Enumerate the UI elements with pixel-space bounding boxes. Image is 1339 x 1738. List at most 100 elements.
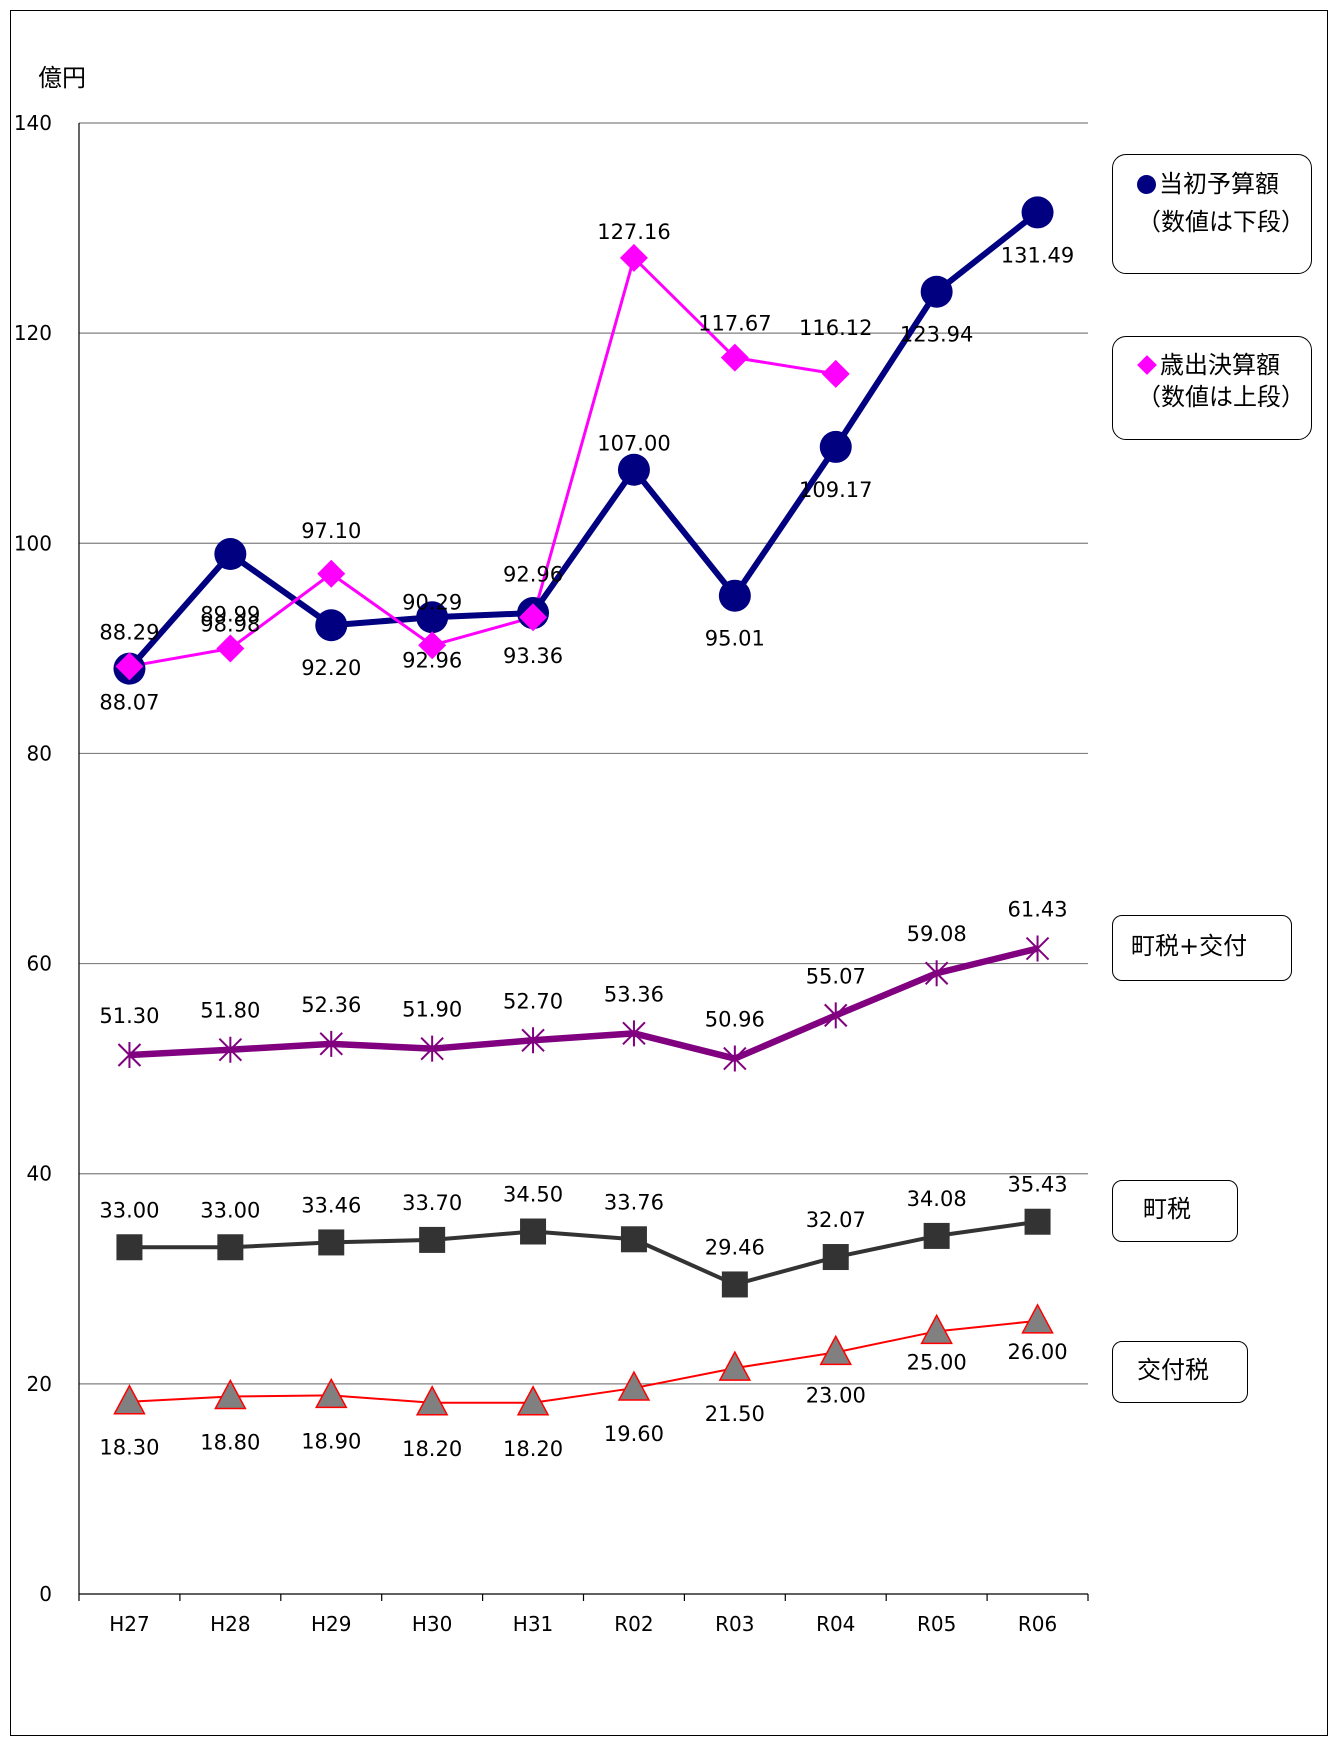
data-label-tax_plus_grant-R05: 59.08	[907, 922, 967, 946]
data-label-grant_tax-H31: 18.20	[503, 1437, 563, 1461]
data-label-tax_plus_grant-H31: 52.70	[503, 989, 563, 1013]
series-line-tax_plus_grant	[129, 945, 1039, 1062]
data-label-grant_tax-H30: 18.20	[402, 1437, 462, 1461]
data-label-grant_tax-R04: 23.00	[806, 1383, 866, 1407]
data-label-grant_tax-H28: 18.80	[200, 1430, 260, 1454]
legend-settlement-note: （数値は上段）	[1137, 383, 1305, 412]
point-tax_plus_grant-H29	[319, 1030, 343, 1057]
circle-marker-icon	[1137, 175, 1156, 194]
x-tick-label-H30: H30	[412, 1612, 453, 1636]
y-tick-label-60: 60	[27, 952, 52, 976]
data-label-settlement-R03: 117.67	[698, 312, 771, 336]
point-settlement-H28	[216, 634, 245, 663]
data-label-grant_tax-R05: 25.00	[907, 1350, 967, 1374]
data-label-settlement-H30: 90.29	[402, 590, 462, 614]
data-label-town_tax-R03: 29.46	[705, 1235, 765, 1259]
series-line-budget	[127, 210, 1040, 671]
point-settlement-H27	[115, 652, 144, 681]
legend-budget-line-1: 当初予算額	[1137, 165, 1311, 203]
point-town_tax-H28	[217, 1234, 244, 1261]
data-label-tax_plus_grant-R04: 55.07	[806, 964, 866, 988]
data-label-settlement-H28: 89.99	[200, 602, 260, 626]
data-label-grant_tax-R06: 26.00	[1007, 1340, 1067, 1364]
data-label-tax_plus_grant-R06: 61.43	[1007, 898, 1067, 922]
point-grant_tax-R06	[1021, 1303, 1054, 1334]
series-line-settlement	[129, 256, 836, 668]
data-label-town_tax-H31: 34.50	[503, 1183, 563, 1207]
point-tax_plus_grant-H31	[521, 1027, 545, 1054]
data-label-town_tax-R04: 32.07	[806, 1208, 866, 1232]
data-label-budget-H28: 98.98	[200, 612, 260, 636]
y-tick-label-40: 40	[27, 1162, 52, 1186]
x-tick-label-H27: H27	[109, 1612, 150, 1636]
y-tick-label-120: 120	[14, 321, 52, 345]
point-settlement-H31	[519, 603, 548, 632]
point-settlement-R04	[821, 359, 850, 388]
diamond-marker-icon	[1137, 355, 1157, 375]
point-tax_plus_grant-R05	[924, 960, 949, 987]
data-label-settlement-H27: 88.29	[99, 620, 159, 644]
point-settlement-R03	[720, 343, 749, 372]
point-town_tax-R04	[822, 1244, 849, 1271]
legend-settlement: 歳出決算額 （数値は上段）	[1112, 336, 1312, 440]
legend-tax-plus-grant: 町税+交付	[1112, 915, 1292, 981]
point-budget-H30	[416, 601, 449, 634]
point-tax_plus_grant-H30	[420, 1035, 444, 1062]
point-tax_plus_grant-R04	[824, 1002, 848, 1029]
point-budget-R02	[617, 453, 650, 486]
point-grant_tax-H27	[113, 1384, 146, 1415]
data-label-settlement-H29: 97.10	[301, 519, 361, 543]
data-label-town_tax-H29: 33.46	[301, 1193, 361, 1217]
data-label-budget-R03: 95.01	[705, 627, 765, 651]
point-budget-R03	[718, 579, 751, 612]
data-label-tax_plus_grant-R02: 53.36	[604, 982, 664, 1006]
data-label-budget-H29: 92.20	[301, 656, 361, 680]
data-label-tax_plus_grant-R03: 50.96	[705, 1008, 765, 1032]
point-grant_tax-R04	[819, 1334, 853, 1366]
legend-grant-tax-label: 交付税	[1137, 1356, 1209, 1384]
y-tick-label-20: 20	[27, 1372, 52, 1396]
data-label-budget-H31: 93.36	[503, 644, 563, 668]
series-line-town_tax	[129, 1219, 1038, 1287]
x-tick-label-H28: H28	[210, 1612, 251, 1636]
data-label-grant_tax-H27: 18.30	[99, 1436, 159, 1460]
legend-settlement-line-1: 歳出決算額	[1137, 349, 1311, 381]
point-town_tax-R02	[620, 1226, 647, 1253]
data-label-settlement-H31: 92.96	[503, 562, 563, 586]
data-label-town_tax-H28: 33.00	[200, 1198, 260, 1222]
data-label-budget-H30: 92.96	[402, 648, 462, 672]
point-town_tax-R06	[1024, 1208, 1051, 1235]
point-settlement-H30	[418, 631, 447, 660]
y-tick-label-0: 0	[39, 1582, 52, 1606]
y-tick-label-140: 140	[14, 111, 52, 135]
data-label-settlement-R04: 116.12	[799, 316, 872, 340]
point-tax_plus_grant-R02	[622, 1020, 646, 1047]
point-settlement-H29	[317, 559, 346, 588]
data-label-tax_plus_grant-H27: 51.30	[99, 1004, 159, 1028]
legend-budget-label: 当初予算額	[1159, 170, 1279, 198]
data-label-grant_tax-R02: 19.60	[604, 1422, 664, 1446]
chart-frame	[10, 10, 1328, 1736]
data-label-budget-R06: 131.49	[1001, 243, 1074, 267]
data-label-grant_tax-R03: 21.50	[705, 1402, 765, 1426]
point-grant_tax-H29	[314, 1377, 348, 1409]
legend-town-tax: 町税	[1112, 1180, 1238, 1242]
series-line-grant_tax	[129, 1319, 1038, 1404]
point-tax_plus_grant-R03	[723, 1045, 747, 1072]
point-budget-R06	[1021, 196, 1054, 229]
point-grant_tax-H28	[214, 1378, 247, 1410]
point-grant_tax-R03	[718, 1350, 752, 1381]
point-town_tax-H30	[419, 1226, 446, 1253]
y-tick-label-100: 100	[14, 531, 52, 555]
point-budget-R05	[920, 275, 953, 308]
point-town_tax-R05	[923, 1222, 950, 1249]
point-town_tax-H27	[116, 1234, 143, 1261]
point-tax_plus_grant-H27	[117, 1041, 142, 1068]
y-axis-unit-label: 億円	[38, 64, 86, 92]
point-grant_tax-H30	[415, 1385, 449, 1416]
point-grant_tax-R05	[920, 1313, 953, 1345]
point-tax_plus_grant-H28	[218, 1036, 243, 1063]
legend-budget-note: （数値は下段）	[1137, 208, 1305, 237]
x-tick-label-R02: R02	[614, 1612, 653, 1636]
x-tick-label-R05: R05	[917, 1612, 956, 1636]
